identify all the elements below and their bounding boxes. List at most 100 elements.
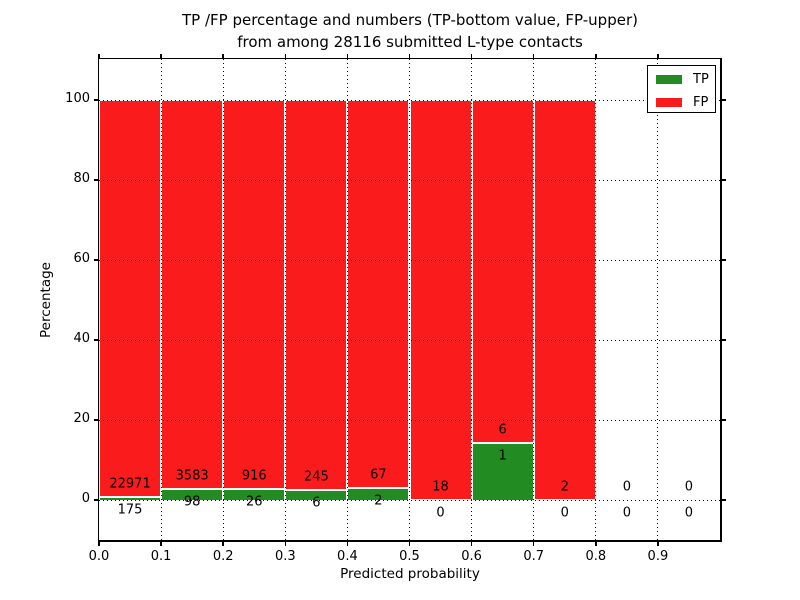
x-tick-bottom-0.8 [595, 541, 597, 546]
fp-count-label-0.5-0.6: 18 [432, 479, 449, 495]
bar-fp-0.0-0.1 [99, 100, 162, 497]
gridline-x-0.6 [471, 59, 473, 540]
bar-fp-0.6-0.7 [471, 100, 534, 443]
x-tick-bottom-0.0 [98, 541, 100, 546]
y-tick-left-100 [93, 99, 98, 101]
gridline-x-0.5 [409, 59, 410, 540]
tp-count-label-0.8-0.9: 0 [622, 505, 631, 521]
x-tick-top-0.1 [160, 53, 162, 58]
x-tick-top-0.5 [408, 53, 411, 58]
y-tick-right-20 [721, 419, 726, 421]
x-tick-bottom-0.4 [346, 541, 349, 546]
x-tick-label-0.0: 0.0 [88, 549, 110, 564]
y-tick-label-40: 40 [73, 331, 90, 346]
bar-tp-0.3-0.4 [285, 490, 348, 500]
bar-tp-0.6-0.7 [471, 442, 534, 500]
tp-count-label-0.2-0.3: 26 [245, 494, 263, 510]
x-tick-label-0.4: 0.4 [337, 549, 358, 564]
chart-title: TP /FP percentage and numbers (TP-bottom… [10, 9, 800, 53]
fp-count-label-0.1-0.2: 3583 [175, 468, 209, 484]
bar-fp-0.1-0.2 [161, 100, 224, 490]
x-tick-label-0.6: 0.6 [461, 549, 482, 564]
y-tick-label-60: 60 [73, 251, 90, 266]
x-tick-top-0.2 [222, 53, 224, 58]
gridline-x-0.7 [533, 59, 535, 540]
legend-entry-fp: FP [648, 92, 715, 112]
y-tick-right-0 [721, 499, 726, 501]
axis-spine-top [97, 57, 722, 59]
tp-count-label-0.0-0.1: 175 [117, 502, 143, 518]
x-tick-label-0.2: 0.2 [212, 549, 234, 564]
x-tick-bottom-0.1 [160, 541, 162, 546]
x-axis-label: Predicted probability [340, 566, 480, 582]
x-tick-label-0.3: 0.3 [274, 549, 296, 564]
y-tick-right-80 [721, 179, 726, 181]
tp-count-label-0.9-1.0: 0 [684, 505, 694, 521]
bar-fp-0.5-0.6 [409, 100, 472, 500]
fp-count-label-0.6-0.7: 6 [498, 422, 507, 438]
y-tick-label-20: 20 [73, 411, 90, 426]
gridline-x-0.3 [284, 59, 286, 540]
x-tick-top-0.8 [595, 53, 597, 58]
x-tick-top-0.4 [346, 53, 349, 58]
axis-spine-right [720, 57, 722, 542]
bar-fp-0.4-0.5 [347, 100, 410, 489]
gridline-x-0.9 [657, 59, 659, 540]
legend-entry-tp: TP [648, 69, 715, 89]
x-tick-top-0.6 [470, 53, 473, 58]
y-tick-label-100: 100 [65, 91, 90, 106]
tp-count-label-0.1-0.2: 98 [183, 494, 201, 510]
axis-spine-bottom [97, 540, 722, 542]
x-tick-label-0.1: 0.1 [150, 549, 172, 564]
fp-count-label-0.2-0.3: 916 [241, 468, 267, 484]
y-axis-label: Percentage [38, 262, 54, 338]
x-tick-bottom-0.5 [408, 541, 411, 546]
x-tick-bottom-0.9 [657, 541, 659, 546]
y-tick-left-0 [93, 499, 98, 501]
fp-count-label-0.8-0.9: 0 [622, 479, 631, 495]
legend-label-fp: FP [693, 94, 709, 110]
legend-swatch-tp [656, 74, 682, 84]
tp-count-label-0.7-0.8: 0 [560, 505, 569, 521]
x-tick-label-0.8: 0.8 [585, 549, 607, 564]
x-tick-bottom-0.7 [532, 541, 535, 546]
bar-tp-0.1-0.2 [161, 489, 224, 500]
bar-tp-0.2-0.3 [223, 488, 286, 500]
legend: TP FP [647, 65, 716, 113]
bar-fp-0.2-0.3 [223, 100, 286, 489]
x-tick-top-0.3 [284, 53, 287, 58]
gridline-x-0.4 [346, 59, 348, 540]
chart-title-line1: TP /FP percentage and numbers (TP-bottom… [182, 11, 638, 29]
y-tick-left-60 [93, 259, 98, 261]
tp-count-label-0.4-0.5: 2 [374, 493, 383, 509]
axis-spine-left [97, 57, 99, 542]
x-tick-top-0.9 [657, 53, 659, 58]
y-tick-left-80 [93, 179, 98, 181]
x-tick-bottom-0.6 [470, 541, 473, 546]
y-tick-label-0: 0 [81, 491, 90, 506]
bar-fp-0.7-0.8 [533, 100, 596, 500]
fp-count-label-0.7-0.8: 2 [560, 479, 569, 495]
x-tick-label-0.5: 0.5 [399, 549, 420, 564]
y-tick-right-40 [721, 339, 726, 341]
fp-count-label-0.9-1.0: 0 [684, 479, 694, 495]
legend-label-tp: TP [693, 71, 709, 87]
y-tick-right-60 [721, 259, 726, 261]
chart-title-line2: from among 28116 submitted L-type contac… [237, 33, 583, 51]
y-tick-label-80: 80 [73, 171, 90, 186]
fp-count-label-0.3-0.4: 245 [303, 469, 329, 485]
x-tick-bottom-0.3 [284, 541, 287, 546]
y-tick-left-40 [93, 339, 98, 341]
x-tick-top-0.7 [532, 53, 535, 58]
bar-fp-0.3-0.4 [285, 100, 348, 491]
x-tick-top-0.0 [98, 53, 100, 58]
x-tick-label-0.7: 0.7 [523, 549, 545, 564]
x-tick-label-0.9: 0.9 [647, 549, 669, 564]
x-tick-bottom-0.2 [222, 541, 224, 546]
tp-count-label-0.6-0.7: 1 [498, 448, 507, 464]
fp-count-label-0.4-0.5: 67 [370, 467, 387, 483]
gridline-x-0.8 [595, 59, 597, 540]
gridline-x-0.1 [160, 59, 162, 540]
bar-tp-0.4-0.5 [347, 488, 410, 500]
